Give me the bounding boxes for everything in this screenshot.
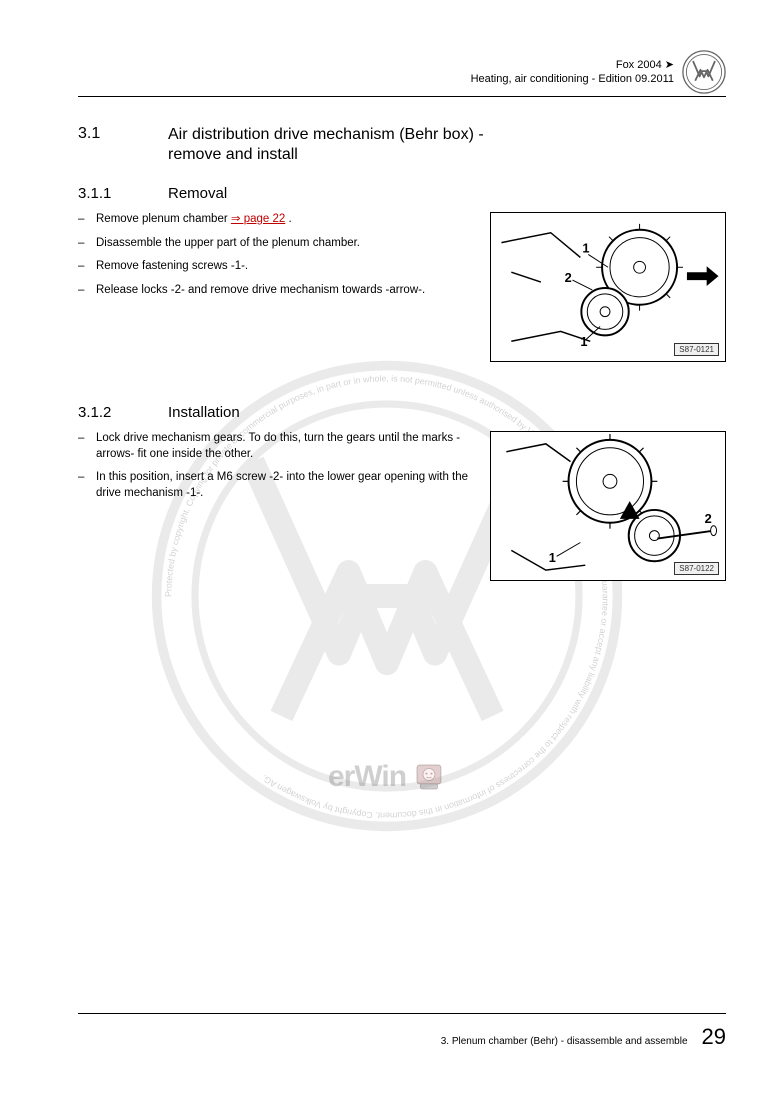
section-number: 3.1: [78, 125, 118, 165]
step-text: .: [285, 213, 291, 225]
step-item: Remove fastening screws -1-.: [78, 259, 476, 275]
page-number: 29: [702, 1024, 726, 1050]
svg-text:1: 1: [582, 240, 589, 255]
figure-label: S87-0122: [674, 562, 719, 575]
step-item: Remove plenum chamber ⇒ page 22 .: [78, 212, 476, 228]
subsection-number: 3.1.1: [78, 185, 130, 202]
figure-removal: 1 2 1 S87-0121: [490, 212, 726, 362]
removal-body: Remove plenum chamber ⇒ page 22 . Disass…: [78, 212, 726, 376]
doc-title: Heating, air conditioning - Edition 09.2…: [471, 73, 674, 85]
svg-text:2: 2: [565, 270, 572, 285]
subsection-number: 3.1.2: [78, 404, 130, 421]
header-text: Fox 2004 ➤ Heating, air conditioning - E…: [471, 58, 674, 87]
subsection-heading-installation: 3.1.2 Installation: [78, 404, 726, 421]
step-item: Lock drive mechanism gears. To do this, …: [78, 431, 476, 462]
installation-body: Lock drive mechanism gears. To do this, …: [78, 431, 726, 595]
section-heading: 3.1 Air distribution drive mechanism (Be…: [78, 125, 726, 165]
svg-text:2: 2: [705, 511, 712, 526]
page-link[interactable]: ⇒ page 22: [231, 213, 285, 225]
svg-text:1: 1: [549, 550, 556, 565]
subsection-heading-removal: 3.1.1 Removal: [78, 185, 726, 202]
step-item: Disassemble the upper part of the plenum…: [78, 236, 476, 252]
step-item: In this position, insert a M6 screw -2- …: [78, 470, 476, 501]
model-name: Fox 2004: [616, 59, 662, 71]
step-item: Release locks -2- and remove drive mecha…: [78, 283, 476, 299]
page-footer: 3. Plenum chamber (Behr) - disassemble a…: [78, 1013, 726, 1050]
subsection-title: Removal: [168, 185, 227, 202]
removal-steps: Remove plenum chamber ⇒ page 22 . Disass…: [78, 212, 476, 298]
vw-logo-icon: [682, 50, 726, 94]
footer-text: 3. Plenum chamber (Behr) - disassemble a…: [441, 1036, 688, 1047]
svg-text:1: 1: [580, 334, 587, 349]
figure-installation: 2 1 S87-0122: [490, 431, 726, 581]
figure-label: S87-0121: [674, 343, 719, 356]
arrow-icon: ➤: [665, 59, 674, 71]
section-title: Air distribution drive mechanism (Behr b…: [168, 125, 508, 165]
subsection-title: Installation: [168, 404, 240, 421]
mechanism-diagram-icon: 1 2 1: [491, 213, 725, 361]
installation-steps: Lock drive mechanism gears. To do this, …: [78, 431, 476, 501]
step-text: Remove plenum chamber: [96, 213, 231, 225]
gear-lock-diagram-icon: 2 1: [491, 432, 725, 580]
page-header: Fox 2004 ➤ Heating, air conditioning - E…: [78, 50, 726, 97]
